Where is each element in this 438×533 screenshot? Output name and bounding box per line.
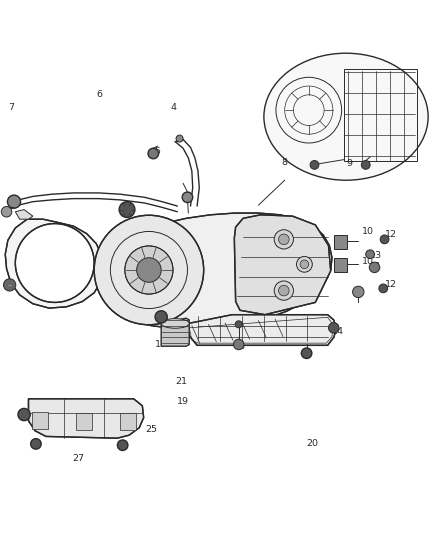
Polygon shape bbox=[161, 318, 189, 346]
Text: 8: 8 bbox=[282, 158, 288, 167]
Circle shape bbox=[176, 135, 183, 142]
Text: 12: 12 bbox=[385, 280, 397, 289]
Text: 24: 24 bbox=[15, 237, 27, 246]
Text: 6: 6 bbox=[97, 90, 103, 99]
Circle shape bbox=[279, 285, 289, 296]
Circle shape bbox=[300, 260, 309, 269]
Ellipse shape bbox=[264, 53, 428, 180]
Ellipse shape bbox=[161, 319, 189, 328]
Text: 1: 1 bbox=[301, 222, 307, 231]
Circle shape bbox=[366, 250, 374, 259]
Circle shape bbox=[7, 195, 21, 208]
Circle shape bbox=[369, 262, 380, 273]
Circle shape bbox=[274, 230, 293, 249]
Text: 10: 10 bbox=[362, 227, 374, 236]
Text: 21: 21 bbox=[176, 377, 188, 386]
Polygon shape bbox=[184, 314, 336, 345]
Circle shape bbox=[148, 148, 159, 159]
Text: 18: 18 bbox=[234, 342, 246, 351]
Circle shape bbox=[4, 279, 16, 291]
Circle shape bbox=[301, 348, 312, 359]
Circle shape bbox=[328, 322, 339, 333]
Polygon shape bbox=[15, 209, 33, 219]
Circle shape bbox=[125, 246, 173, 294]
Text: 26: 26 bbox=[27, 416, 39, 425]
Text: 15: 15 bbox=[353, 288, 365, 297]
Text: 2: 2 bbox=[114, 263, 120, 272]
FancyBboxPatch shape bbox=[76, 413, 92, 430]
Circle shape bbox=[15, 223, 94, 302]
Circle shape bbox=[137, 258, 161, 282]
Text: 27: 27 bbox=[72, 454, 84, 463]
Polygon shape bbox=[94, 213, 332, 329]
Circle shape bbox=[18, 408, 30, 421]
Circle shape bbox=[379, 284, 388, 293]
Text: 7: 7 bbox=[8, 103, 14, 112]
Circle shape bbox=[274, 281, 293, 300]
Circle shape bbox=[361, 160, 370, 169]
Polygon shape bbox=[28, 399, 144, 438]
Circle shape bbox=[235, 321, 242, 328]
Text: 11: 11 bbox=[370, 262, 382, 271]
FancyBboxPatch shape bbox=[120, 413, 136, 430]
Circle shape bbox=[94, 215, 204, 325]
Text: 14: 14 bbox=[332, 327, 344, 336]
Circle shape bbox=[297, 256, 312, 272]
Polygon shape bbox=[5, 219, 103, 308]
Text: 5: 5 bbox=[155, 147, 161, 156]
Polygon shape bbox=[234, 215, 331, 314]
Text: 20: 20 bbox=[306, 439, 318, 448]
Circle shape bbox=[310, 160, 319, 169]
Circle shape bbox=[353, 286, 364, 297]
Text: 13: 13 bbox=[370, 251, 382, 260]
FancyBboxPatch shape bbox=[334, 258, 347, 272]
Text: 12: 12 bbox=[385, 230, 397, 239]
Text: 19: 19 bbox=[177, 397, 189, 406]
Circle shape bbox=[380, 235, 389, 244]
Circle shape bbox=[182, 192, 193, 203]
Text: 9: 9 bbox=[346, 159, 353, 168]
Text: 10: 10 bbox=[362, 257, 374, 266]
Text: 16: 16 bbox=[173, 326, 185, 335]
Text: 4: 4 bbox=[170, 103, 176, 112]
Circle shape bbox=[119, 201, 135, 217]
Circle shape bbox=[1, 206, 12, 217]
Text: 3: 3 bbox=[179, 259, 185, 268]
Text: 17: 17 bbox=[155, 340, 167, 349]
Circle shape bbox=[31, 439, 41, 449]
Text: 25: 25 bbox=[145, 425, 157, 434]
Circle shape bbox=[233, 339, 244, 350]
Circle shape bbox=[117, 440, 128, 450]
FancyBboxPatch shape bbox=[334, 235, 347, 249]
Circle shape bbox=[279, 234, 289, 245]
FancyBboxPatch shape bbox=[32, 412, 48, 430]
Circle shape bbox=[155, 311, 167, 323]
